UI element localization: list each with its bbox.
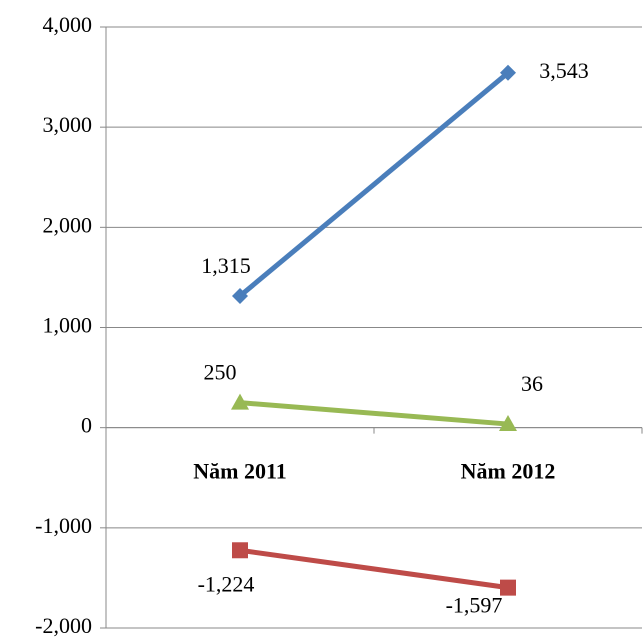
data-label: -1,597: [446, 593, 503, 618]
y-tick-label: 2,000: [43, 212, 93, 237]
y-tick-label: -1,000: [35, 513, 92, 538]
data-label: 1,315: [201, 253, 251, 278]
data-label: -1,224: [198, 571, 255, 596]
marker: [232, 542, 248, 559]
series-line: [238, 70, 510, 298]
data-label: 250: [204, 360, 237, 385]
marker: [500, 579, 516, 596]
series-line: [239, 547, 509, 591]
y-tick-label: 3,000: [43, 112, 93, 137]
y-tick-label: 4,000: [43, 12, 93, 37]
marker: [499, 415, 517, 432]
marker: [232, 287, 248, 304]
x-tick-label: Năm 2012: [461, 459, 556, 484]
marker: [231, 393, 249, 410]
data-label: 3,543: [539, 58, 589, 83]
marker: [500, 64, 516, 81]
y-tick-label: 1,000: [43, 313, 93, 338]
x-tick-label: Năm 2011: [193, 459, 287, 484]
data-label: 36: [521, 371, 543, 396]
y-tick-label: -2,000: [35, 613, 92, 638]
series-line: [239, 400, 509, 427]
y-tick-label: 0: [81, 413, 92, 438]
